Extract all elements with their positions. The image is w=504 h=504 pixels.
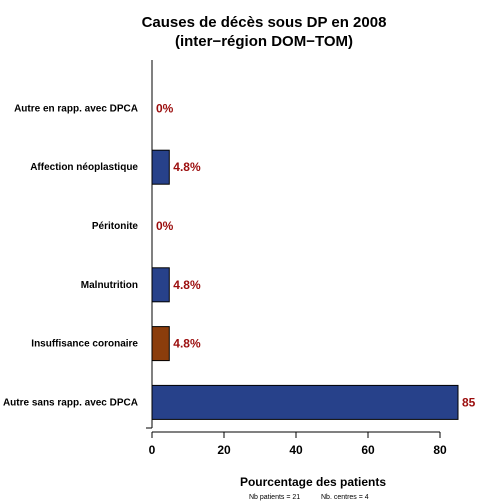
bar-value-label: 0% (156, 101, 174, 115)
category-label: Affection néoplastique (30, 162, 138, 173)
category-label: Autre sans rapp. avec DPCA (3, 397, 138, 408)
category-label: Insuffisance coronaire (31, 339, 138, 350)
bar (151, 326, 170, 362)
x-tick-label: 0 (149, 443, 156, 457)
category-label: Péritonite (92, 221, 139, 232)
category-label: Malnutrition (81, 280, 138, 291)
bar-value-label: 4.8% (173, 160, 201, 174)
x-tick-label: 20 (217, 443, 231, 457)
bar (151, 149, 170, 185)
chart-subtitle: (inter−région DOM−TOM) (175, 33, 353, 50)
bar-value-label: 0% (156, 219, 174, 233)
bar-value-label: 4.8% (173, 278, 201, 292)
bar-value-label: 85 (462, 395, 476, 409)
bar (151, 267, 170, 303)
footer-patients: Nb patients = 21 (249, 494, 300, 501)
bar (151, 384, 459, 420)
bars-layer: 85 Autre sans rapp. avec DPCA 4.8% Insuffis… (3, 101, 476, 420)
chart-title: Causes de décès sous DP en 2008 (142, 14, 387, 31)
x-axis-label: Pourcentage des patients (240, 475, 386, 489)
footer-centres: Nb. centres = 4 (321, 494, 369, 501)
x-axis: 0 20 40 60 80 (146, 60, 447, 457)
x-tick-label: 60 (361, 443, 375, 457)
x-tick-label: 80 (433, 443, 447, 457)
x-tick-label: 40 (289, 443, 303, 457)
category-label: Autre en rapp. avec DPCA (14, 103, 138, 114)
bar-value-label: 4.8% (173, 337, 201, 351)
